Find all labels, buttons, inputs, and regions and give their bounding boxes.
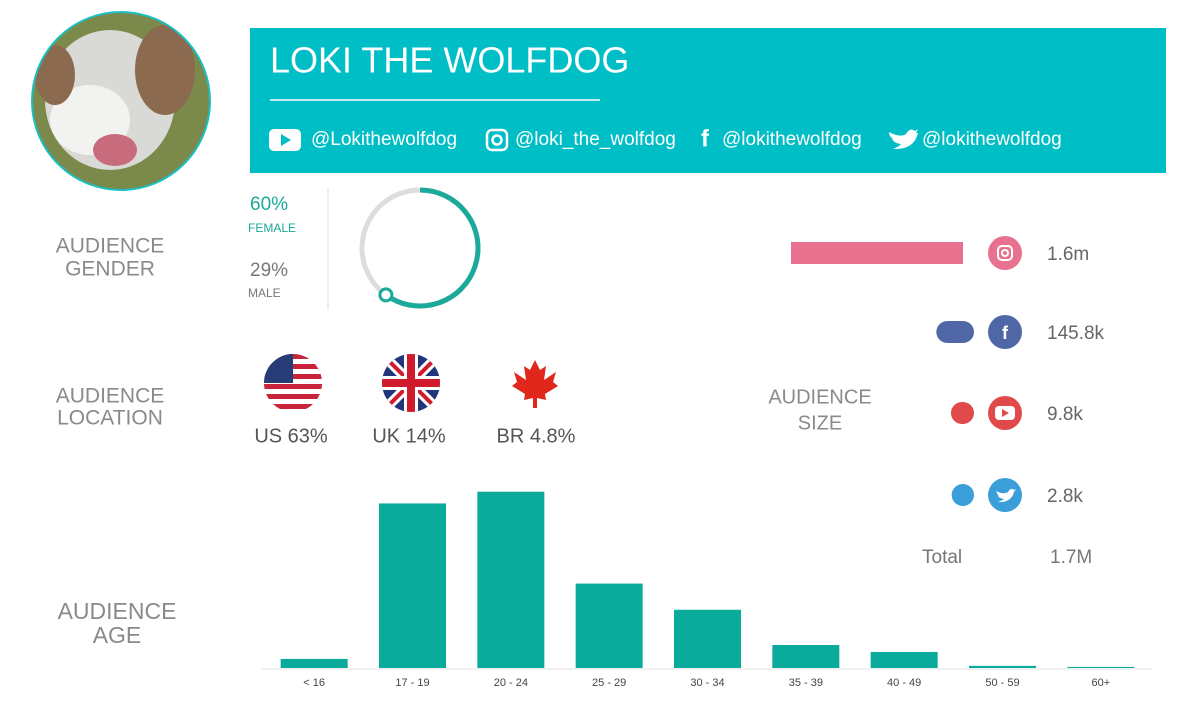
section-label: AUDIENCE: [768, 386, 871, 408]
handle: @Lokithewolfdog: [311, 129, 457, 150]
size-value: 145.8k: [1047, 323, 1105, 344]
size-value: 9.8k: [1047, 404, 1083, 425]
maple-leaf: [512, 360, 558, 408]
section-label: GENDER: [65, 258, 155, 281]
x-tick-label: 50 - 59: [985, 677, 1019, 689]
section-label: SIZE: [798, 412, 842, 434]
instagram-icon: [485, 128, 509, 152]
uk-flag: [382, 354, 440, 412]
platform-icon: [988, 315, 1022, 349]
bar: [575, 583, 643, 668]
bar: [477, 491, 545, 668]
location-label: BR 4.8%: [497, 425, 576, 447]
x-tick-label: 17 - 19: [395, 677, 429, 689]
section-label: AGE: [93, 622, 142, 648]
total-value: 1.7M: [1050, 547, 1092, 568]
x-tick-label: 35 - 39: [789, 677, 823, 689]
x-tick-label: 40 - 49: [887, 677, 921, 689]
male-label: MALE: [248, 286, 281, 300]
handle: @lokithewolfdog: [722, 129, 862, 150]
icon-glyph: [1002, 409, 1009, 417]
male-percent: 29%: [250, 260, 288, 281]
size-value: 2.8k: [1047, 486, 1083, 507]
total-label: Total: [922, 547, 962, 568]
bar: [379, 503, 446, 668]
x-tick-label: < 16: [303, 677, 325, 689]
bar: [772, 645, 840, 668]
section-label: AUDIENCE: [56, 385, 165, 408]
us-flag: [264, 354, 322, 412]
donut-end: [378, 287, 394, 303]
female-label: FEMALE: [248, 221, 296, 235]
x-tick-label: 20 - 24: [494, 677, 528, 689]
avatar: [31, 11, 211, 191]
x-tick-label: 25 - 29: [592, 677, 626, 689]
section-label: LOCATION: [57, 407, 163, 430]
bar: [280, 658, 348, 668]
female-percent: 60%: [250, 194, 288, 215]
icon-glyph: [1001, 249, 1009, 257]
location-label: UK 14%: [372, 425, 446, 447]
handle: @loki_the_wolfdog: [515, 129, 676, 150]
section-label: AUDIENCE: [58, 598, 177, 624]
bar: [870, 651, 938, 668]
handle: @lokithewolfdog: [922, 129, 1062, 150]
size-value: 1.6m: [1047, 244, 1089, 265]
icon-glyph: [996, 488, 1016, 503]
bar: [674, 609, 741, 668]
section-label: AUDIENCE: [56, 235, 165, 258]
age-chart: < 16 17 - 19 20 - 24 25 - 29 30 - 34 35 - 39 4…: [280, 491, 1135, 689]
platform-icon: [988, 236, 1022, 270]
donut: [378, 187, 481, 309]
title: LOKI THE WOLFDOG: [270, 40, 629, 81]
size-rows: 1.6m 145.8k 9.8k 2.8k f: [791, 236, 1105, 512]
youtube-icon: [269, 129, 301, 151]
bar: [969, 665, 1036, 668]
twitter-icon: [889, 129, 918, 150]
x-tick-label: 30 - 34: [690, 677, 724, 689]
icon-glyph: [997, 245, 1013, 261]
donut-arc: [384, 187, 481, 309]
facebook-icon: f: [701, 125, 710, 152]
x-tick-label: 60+: [1091, 677, 1110, 689]
location-label: US 63%: [254, 425, 328, 447]
icon-glyph: f: [1002, 323, 1009, 343]
bar: [1067, 666, 1135, 668]
